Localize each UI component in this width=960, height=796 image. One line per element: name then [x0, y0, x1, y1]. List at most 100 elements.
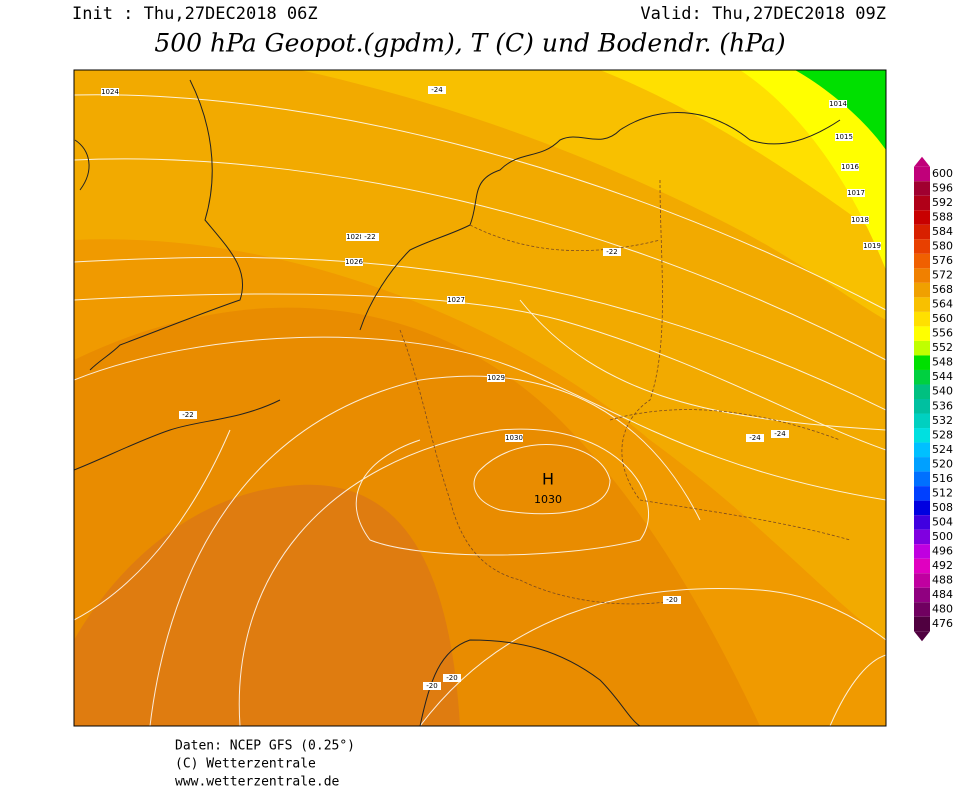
colorbar-swatch — [914, 587, 930, 603]
colorbar-label: 504 — [932, 515, 953, 528]
footer-line: www.wetterzentrale.de — [175, 775, 340, 790]
colorbar-label: 500 — [932, 530, 953, 543]
colorbar-label: 508 — [932, 501, 953, 514]
colorbar-label: 552 — [932, 341, 953, 354]
borders — [399, 179, 851, 605]
colorbar-swatch — [914, 268, 930, 283]
colorbar-label: 572 — [932, 269, 953, 282]
colorbar-swatch — [914, 311, 930, 327]
colorbar-swatch — [914, 239, 930, 254]
contour-label: -24 — [431, 86, 443, 94]
label-box — [835, 133, 853, 141]
colorbar-label: 556 — [932, 327, 953, 340]
contour-label: 1027 — [447, 296, 465, 304]
colorbar-label: 520 — [932, 457, 953, 470]
colorbar-swatch — [914, 195, 930, 211]
colorbar-label: 516 — [932, 472, 953, 485]
colorbar-swatch — [914, 253, 930, 269]
footer-line: (C) Wetterzentrale — [175, 757, 316, 772]
colorbar-swatch — [914, 297, 930, 312]
label-box — [345, 258, 363, 266]
colorbar-label: 600 — [932, 167, 953, 180]
colorbar-swatch — [914, 529, 930, 545]
label-box — [841, 163, 859, 171]
label-box — [847, 189, 865, 197]
label-box — [423, 682, 441, 690]
label-box — [443, 674, 461, 682]
colorbar-label: 476 — [932, 617, 953, 630]
contour-label: -22 — [364, 233, 375, 241]
label-box — [487, 374, 505, 382]
contour-label: -20 — [666, 596, 677, 604]
colorbar-swatch — [914, 558, 930, 574]
field — [740, 70, 886, 270]
label-box — [101, 88, 119, 96]
label-box — [663, 596, 681, 604]
colorbar-swatch — [914, 544, 930, 559]
colorbar-swatch — [914, 181, 930, 196]
contour-label: -24 — [774, 430, 786, 438]
field — [74, 484, 460, 726]
colorbar-label: 492 — [932, 559, 953, 572]
colorbar-label: 496 — [932, 544, 953, 557]
colorbar-label: 528 — [932, 428, 953, 441]
colorbar-label: 536 — [932, 399, 953, 412]
high-pressure: 1030 — [534, 493, 562, 506]
contour-label: -22 — [606, 248, 617, 256]
colorbar-swatch — [914, 616, 930, 632]
colorbar-label: 588 — [932, 211, 953, 224]
field — [795, 70, 886, 150]
colorbar-label: 576 — [932, 254, 953, 267]
colorbar-swatch — [914, 500, 930, 516]
map-frame — [73, 69, 887, 727]
high-symbol: H — [542, 470, 554, 489]
colorbar-swatch — [914, 471, 930, 487]
colorbar-swatch — [914, 210, 930, 225]
contour-label: 1019 — [863, 242, 881, 250]
contour-label: 1026 — [345, 258, 363, 266]
colorbar-swatch — [914, 486, 930, 501]
colorbar-label: 544 — [932, 370, 953, 383]
colorbar-label: 568 — [932, 283, 953, 296]
valid-time: Valid: Thu,27DEC2018 09Z — [640, 4, 886, 24]
colorbar-label: 580 — [932, 240, 953, 253]
colorbar-swatch — [914, 602, 930, 617]
contour-label: 1018 — [851, 216, 869, 224]
colorbar-swatch — [914, 384, 930, 399]
contour-label: 1014 — [829, 100, 847, 108]
colorbar-label: 512 — [932, 486, 953, 499]
colorbar-label: 540 — [932, 385, 953, 398]
colorbar-swatch — [914, 413, 930, 429]
label-box — [428, 86, 446, 94]
label-box — [829, 100, 847, 108]
colorbar-swatch — [914, 457, 930, 472]
colorbar-label: 488 — [932, 573, 953, 586]
colorbar-end — [914, 156, 930, 167]
colorbar-swatch — [914, 442, 930, 458]
contour-label: 1015 — [835, 133, 853, 141]
colorbar-swatch — [914, 428, 930, 443]
isolines — [74, 94, 886, 726]
contour-label: 1030 — [505, 434, 523, 442]
label-box — [447, 296, 465, 304]
map-area — [74, 70, 886, 726]
map-labels: 1024 1026 1027 1028 1029 1030 1014 1015 1016 1017… — [101, 86, 881, 690]
colorbar-label: 560 — [932, 312, 953, 325]
label-box — [746, 434, 764, 442]
label-box — [771, 430, 789, 438]
map-title: 500 hPa Geopot.(gpdm), T (C) und Bodendr… — [154, 29, 785, 58]
colorbar-label: 584 — [932, 225, 953, 238]
colorbar-swatch — [914, 166, 930, 182]
label-box — [851, 216, 869, 224]
init-time: Init : Thu,27DEC2018 06Z — [72, 4, 318, 24]
colorbar-swatch — [914, 573, 930, 588]
colorbar-label: 592 — [932, 196, 953, 209]
contour-label: 1029 — [487, 374, 505, 382]
label-box — [346, 233, 364, 241]
colorbar-swatch — [914, 355, 930, 370]
colorbar-label: 484 — [932, 588, 953, 601]
contour-label: -22 — [182, 411, 193, 419]
